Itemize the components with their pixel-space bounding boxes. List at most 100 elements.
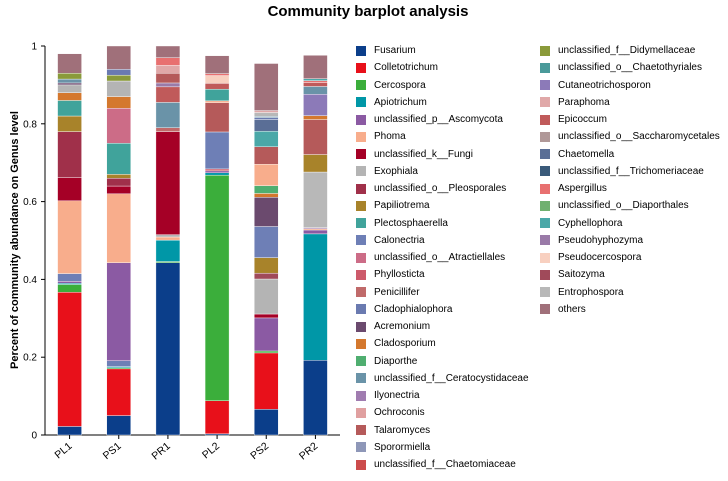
bar-segment-pl1-unclassified-o-pleosporales (57, 131, 82, 178)
legend-label: unclassified_f__Ceratocystidaceae (374, 372, 529, 384)
legend-swatch (356, 407, 366, 418)
legend-swatch (540, 80, 550, 91)
legend-swatch (540, 200, 550, 211)
y-axis-label: Percent of community abundance on Genus … (9, 111, 21, 369)
legend-item-unclassified-f-trichomeriaceae: unclassified_f__Trichomeriaceae (540, 163, 720, 180)
bar-segment-pr1-unclassified-f-ceratocystidaceae (155, 102, 181, 128)
legend-item-cyphellophora: Cyphellophora (540, 215, 720, 232)
legend-item-phoma: Phoma (356, 128, 529, 145)
legend-item-unclassified-p-ascomycota: unclassified_p__Ascomycota (356, 111, 529, 128)
legend-item-ilyonectria: Ilyonectria (356, 387, 529, 404)
bar-segment-pl2-cercospora (204, 174, 230, 401)
legend-item-pseudocercospora: Pseudocercospora (540, 249, 720, 266)
x-tick-label-ps1: PS1 (101, 440, 124, 462)
legend-item-saitozyma: Saitozyma (540, 266, 720, 283)
legend-swatch (540, 269, 550, 280)
bar-segment-ps2-papiliotrema (254, 257, 279, 274)
bar-segment-ps1-exophiala (106, 80, 131, 97)
bar-segment-pr1-unclassified-k-fungi (155, 131, 181, 235)
legend-label: unclassified_k__Fungi (374, 148, 473, 160)
legend-label: Pseudohyphozyma (558, 234, 644, 246)
legend-item-cercospora: Cercospora (356, 77, 529, 94)
bar-segment-pl1-calonectria (57, 273, 82, 282)
legend-swatch (356, 459, 366, 470)
legend-label: unclassified_f__Trichomeriaceae (558, 165, 704, 177)
legend-item-diaporthe: Diaporthe (356, 353, 529, 370)
bar-segment-pl1-colletotrichum (57, 292, 82, 427)
legend-swatch (356, 390, 366, 401)
bar-segment-pr1-apiotrichum (155, 239, 181, 262)
bar-segment-ps2-colletotrichum (254, 352, 279, 410)
legend-label: Exophiala (374, 165, 418, 177)
legend-item-unclassified-f-ceratocystidaceae: unclassified_f__Ceratocystidaceae (356, 370, 529, 387)
legend-label: Cercospora (374, 79, 426, 91)
legend-swatch (356, 131, 366, 142)
legend-label: unclassified_f__Didymellaceae (558, 45, 696, 57)
legend-item-epicoccum: Epicoccum (540, 111, 720, 128)
bar-segment-ps1-cladophialophora (106, 69, 131, 76)
bar-segment-pr1-paraphoma (155, 65, 181, 74)
legend-swatch (356, 373, 366, 384)
bar-segment-pr2-papiliotrema (303, 154, 328, 173)
legend-swatch (356, 304, 366, 315)
x-tick-label-pr1: PR1 (149, 440, 172, 462)
bar-segment-ps2-cercospora (254, 350, 279, 354)
bar-segment-ps2-fusarium (254, 409, 279, 436)
legend-item-unclassified-o-atractiellales: unclassified_o__Atractiellales (356, 249, 529, 266)
bar-segment-ps2-unclassified-k-fungi (254, 313, 279, 319)
legend-swatch (540, 235, 550, 246)
bar-segment-pl2-calonectria (204, 131, 230, 170)
legend-label: unclassified_o__Atractiellales (374, 252, 506, 264)
bar-segment-pr1-penicillifer (155, 127, 181, 132)
bar-segment-pl2-unclassified-p-ascomycota (204, 170, 230, 174)
legend-item-unclassified-f-didymellaceae: unclassified_f__Didymellaceae (540, 42, 720, 59)
legend-item-unclassified-k-fungi: unclassified_k__Fungi (356, 146, 529, 163)
legend-swatch (356, 62, 366, 73)
legend-label: unclassified_o__Saccharomycetales (558, 131, 720, 143)
legend-label: Diaporthe (374, 355, 418, 367)
bar-segment-pl2-pseudocercospora (204, 75, 230, 84)
legend-label: unclassified_p__Ascomycota (374, 114, 503, 126)
bar-segment-pr1-epicoccum (155, 86, 181, 103)
legend-label: Penicillifer (374, 286, 420, 298)
bar-segment-pl1-unclassified-p-ascomycota (57, 281, 82, 284)
legend-label: Aspergillus (558, 183, 607, 195)
bar-segment-pl2-apiotrichum (204, 172, 230, 176)
legend-swatch (540, 97, 550, 108)
legend-swatch (540, 149, 550, 160)
legend-item-talaromyces: Talaromyces (356, 422, 529, 439)
bar-segment-pr2-unclassified-f-ceratocystidaceae (303, 86, 328, 95)
legend-item-others: others (540, 301, 720, 318)
bar-segment-pr2-talaromyces (303, 119, 328, 155)
bar-segment-ps1-unclassified-o-pleosporales (106, 178, 131, 187)
legend-swatch (540, 304, 550, 315)
legend-label: unclassified_f__Chaetomiaceae (374, 459, 516, 471)
bar-segment-ps2-phoma (254, 164, 279, 186)
legend-label: Calonectria (374, 234, 425, 246)
legend-swatch (540, 252, 550, 263)
bar-segment-pr2-fusarium (303, 360, 328, 436)
bar-segment-ps2-entrophospora (254, 112, 279, 117)
bar-segment-ps2-unclassified-p-ascomycota (254, 317, 279, 352)
bar-segment-pl1-papiliotrema (57, 115, 82, 132)
legend-swatch (356, 442, 366, 453)
legend-label: Pseudocercospora (558, 252, 642, 264)
bar-segment-pr1-others (155, 45, 181, 58)
legend-item-ochroconis: Ochroconis (356, 404, 529, 421)
bar-segment-ps1-plectosphaerella (106, 143, 131, 175)
legend-swatch (540, 287, 550, 298)
bar-segment-ps1-cladosporium (106, 96, 131, 109)
legend-swatch (356, 200, 366, 211)
bar-segment-pr1-phoma (155, 236, 181, 241)
y-tick-label: 0.4 (23, 275, 37, 286)
bar-segment-ps1-unclassified-p-ascomycota (106, 262, 131, 361)
legend-item-penicillifer: Penicillifer (356, 284, 529, 301)
bar-segment-pl2-others (204, 55, 230, 74)
legend-swatch (356, 45, 366, 56)
bar-segment-pr1-aspergillus (155, 57, 181, 66)
bar-segment-pl1-fusarium (57, 426, 82, 436)
bar-segment-ps2-cladosporium (254, 193, 279, 198)
bar-segment-ps2-chaetomella (254, 119, 279, 132)
legend-item-acremonium: Acremonium (356, 318, 529, 335)
bar-segment-pl1-phoma (57, 200, 82, 274)
